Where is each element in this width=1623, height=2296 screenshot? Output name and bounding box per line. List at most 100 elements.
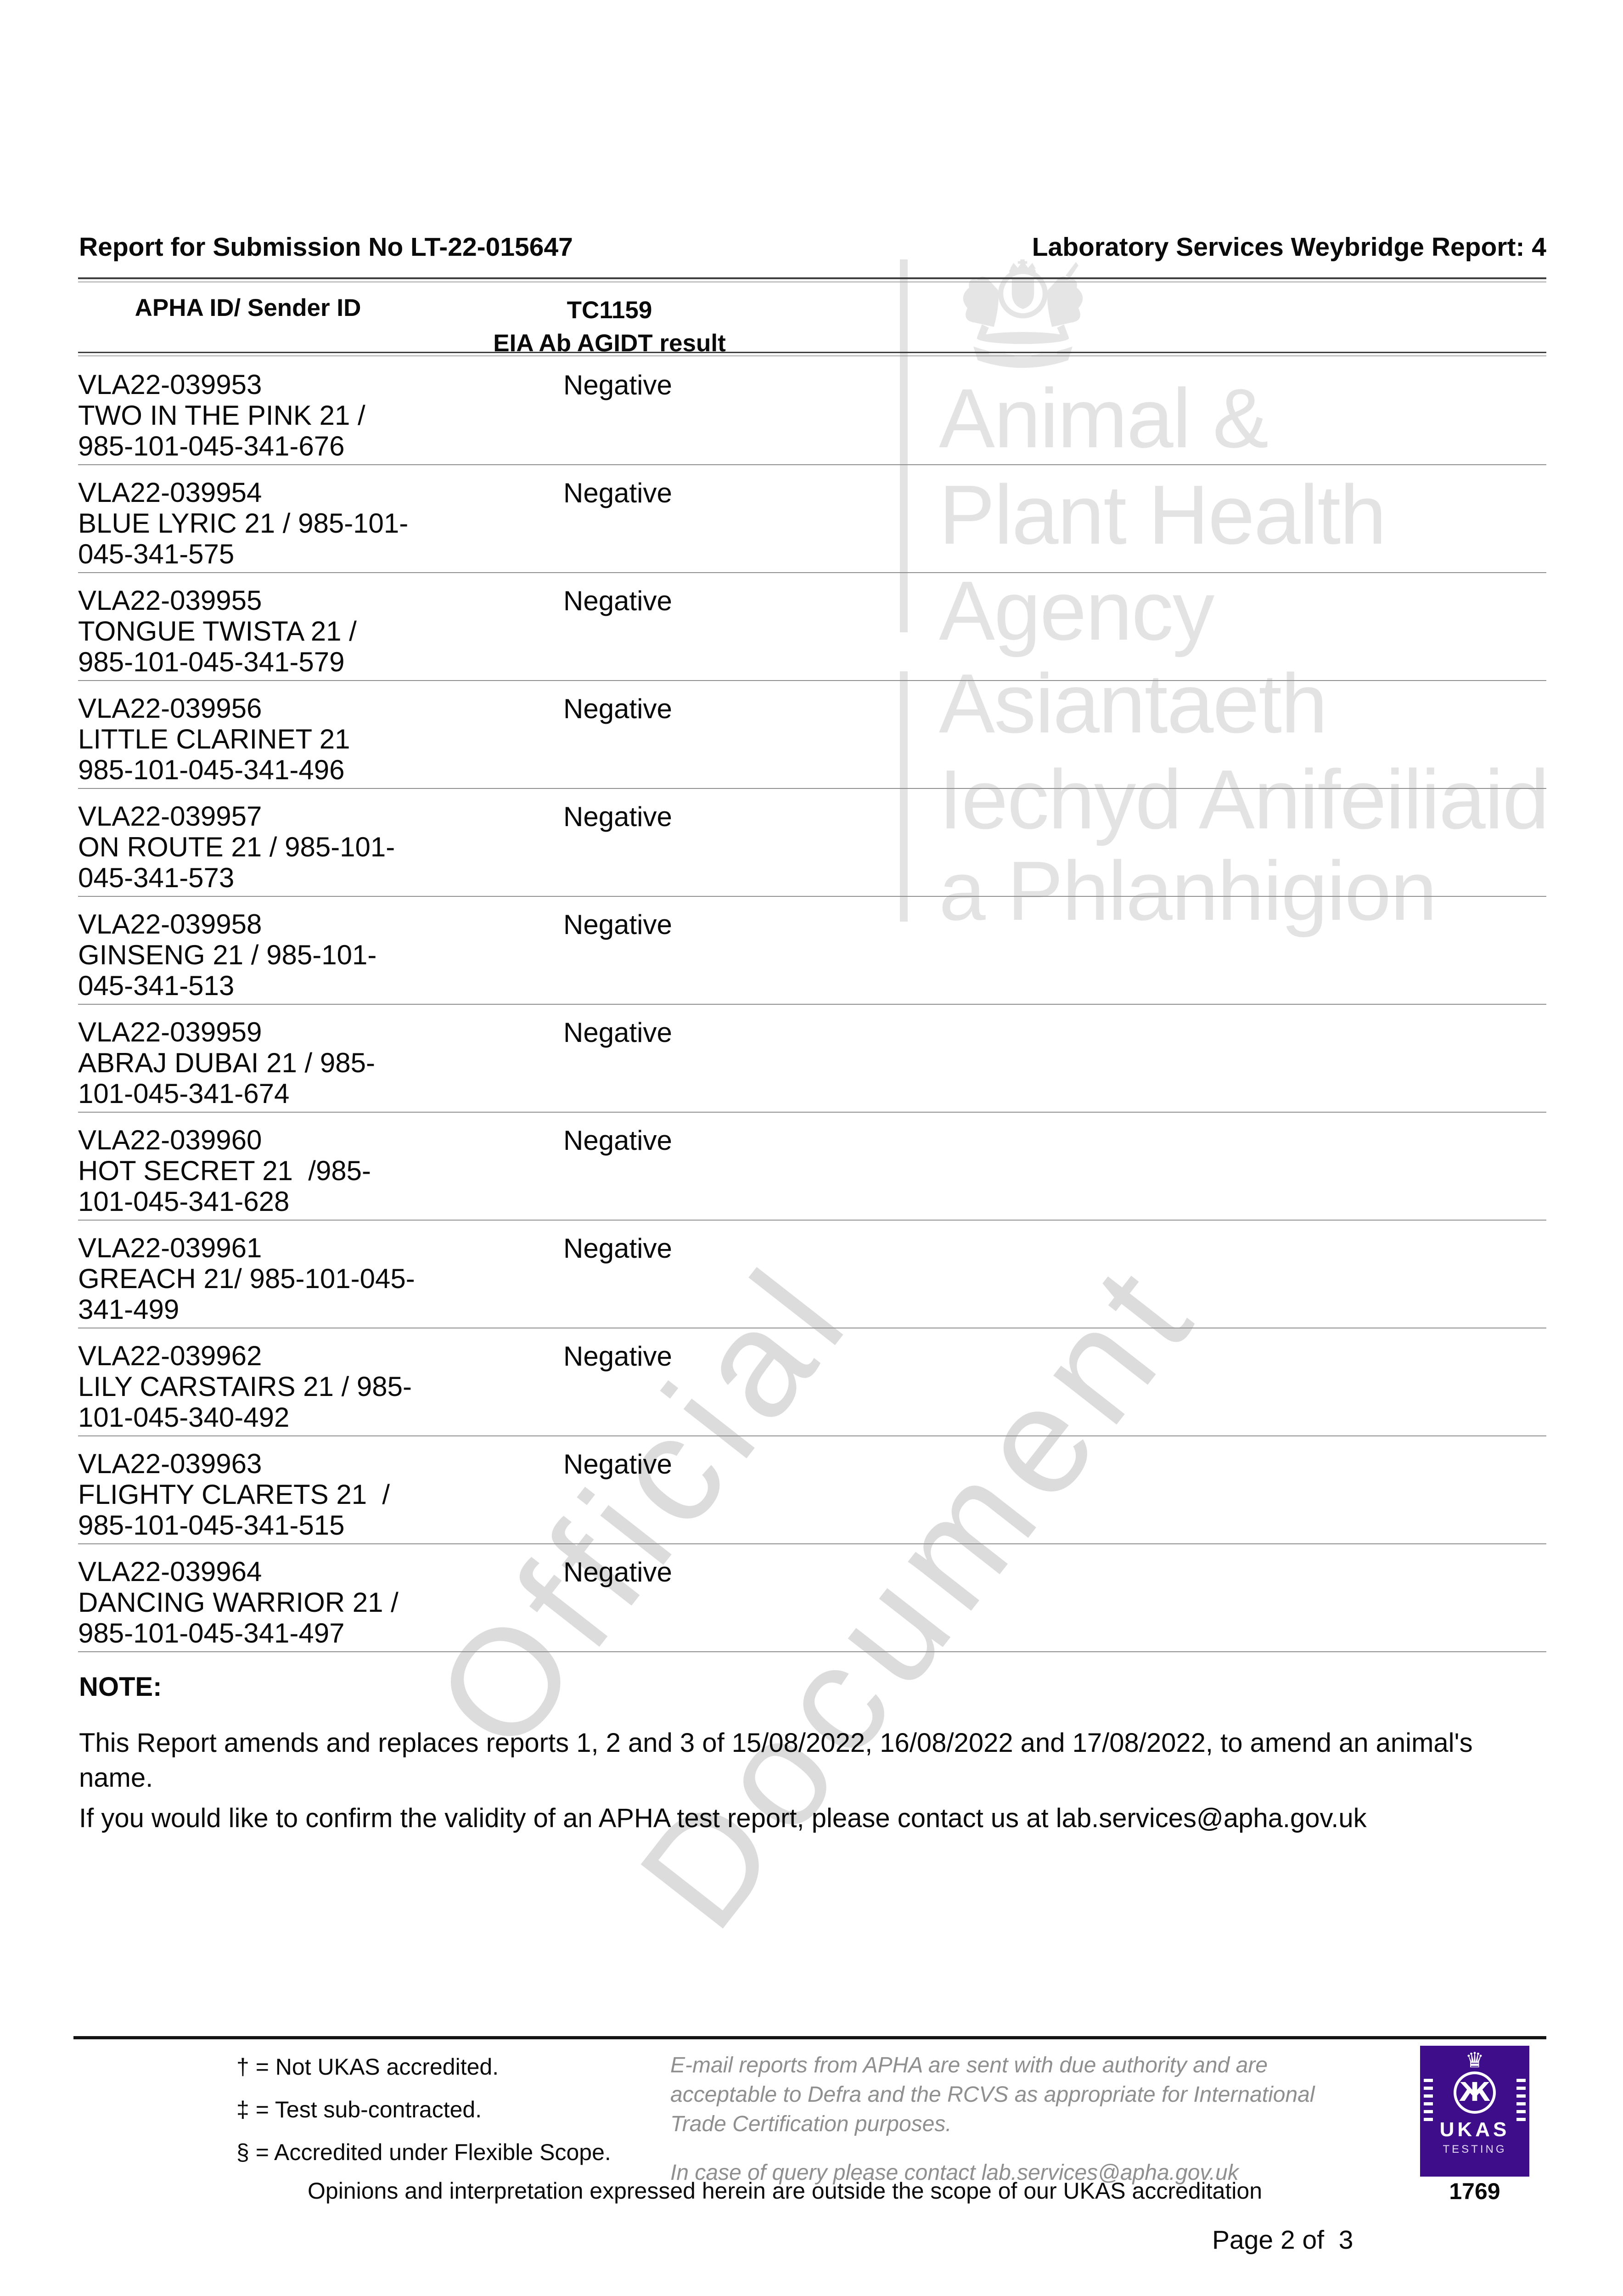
legend-subcontracted: ‡ = Test sub-contracted. [236,2097,482,2122]
watermark-english-line2: Plant Health [939,467,1387,562]
crown-icon: ♛ [1465,2048,1484,2072]
animal-name: HOT SECRET 21 /985- [78,1155,371,1186]
animal-name: ABRAJ DUBAI 21 / 985- [78,1047,375,1078]
animal-name: TONGUE TWISTA 21 / [78,616,357,647]
animal-name: GINSENG 21 / 985-101- [78,940,377,970]
table-row: VLA22-039961 GREACH 21/ 985-101-045- 341… [78,1221,1546,1328]
table-row: VLA22-039962 LILY CARSTAIRS 21 / 985- 10… [78,1328,1546,1436]
column-header-test-code: TC1159 [567,297,652,324]
watermark-english-line1: Animal & [939,371,1269,465]
table-row: VLA22-039960 HOT SECRET 21 /985- 101-045… [78,1113,1546,1221]
test-result: Negative [563,585,672,616]
ukas-testing-label: TESTING [1443,2143,1507,2155]
animal-name: LILY CARSTAIRS 21 / 985- [78,1371,412,1402]
legend-flexible-scope: § = Accredited under Flexible Scope. [236,2139,611,2165]
test-result: Negative [563,909,672,940]
table-row: VLA22-039958 GINSENG 21 / 985-101- 045-3… [78,897,1546,1005]
sample-id: VLA22-039954 [78,477,262,508]
test-result: Negative [563,370,672,400]
test-result: Negative [563,1125,672,1156]
sample-id: VLA22-039963 [78,1448,262,1479]
sample-id: VLA22-039964 [78,1556,262,1587]
ukas-mark-glyph: Ж [1459,2077,1491,2107]
sample-id: VLA22-039953 [78,369,262,400]
test-result: Negative [563,801,672,832]
sample-id: VLA22-039956 [78,693,262,724]
microchip-number: 985-101-045-341-515 [78,1510,345,1541]
watermark-english-line3: Agency [939,563,1214,658]
test-result: Negative [563,478,672,508]
animal-name: LITTLE CLARINET 21 [78,724,350,754]
ukas-left-ticks-icon [1424,2079,1433,2125]
table-row: VLA22-039954 BLUE LYRIC 21 / 985-101- 04… [78,465,1546,573]
microchip-number: 101-045-341-674 [78,1078,290,1109]
royal-coat-of-arms-icon [963,259,1083,368]
sample-id: VLA22-039961 [78,1232,262,1263]
table-row: VLA22-039959 ABRAJ DUBAI 21 / 985- 101-0… [78,1005,1546,1113]
watermark-welsh-line3: a Phlanhigion [939,844,1437,938]
opinions-disclaimer: Opinions and interpretation expressed he… [308,2178,1263,2204]
sample-id: VLA22-039959 [78,1017,262,1047]
watermark-welsh-line2: Iechyd Anifeiliaid [939,752,1549,846]
ukas-right-ticks-icon [1516,2079,1526,2125]
ukas-mark-icon: Ж [1454,2071,1496,2114]
table-row: VLA22-039955 TONGUE TWISTA 21 / 985-101-… [78,573,1546,681]
microchip-number: 045-341-575 [78,539,235,569]
column-header-test: TC1159 EIA Ab AGIDT result [461,294,758,360]
animal-name: GREACH 21/ 985-101-045- [78,1263,415,1294]
query-contact-text: In case of query please contact lab.serv… [670,2161,1239,2185]
table-row: VLA22-039957 ON ROUTE 21 / 985-101- 045-… [78,789,1546,897]
note-paragraph-amendment: This Report amends and replaces reports … [79,1728,1473,1793]
sample-id: VLA22-039962 [78,1340,262,1371]
accreditation-legend: † = Not UKAS accredited. ‡ = Test sub-co… [236,2054,611,2182]
test-result: Negative [563,693,672,724]
column-header-apha-id: APHA ID/ Sender ID [135,294,361,321]
note-paragraph-validity: If you would like to confirm the validit… [79,1803,1367,1833]
sample-id: VLA22-039957 [78,801,262,832]
apha-logo-bar-welsh [900,671,908,922]
animal-name: TWO IN THE PINK 21 / [78,400,365,431]
email-disclaimer-text: E-mail reports from APHA are sent with d… [670,2053,1315,2136]
microchip-number: 101-045-340-492 [78,1402,290,1433]
microchip-number: 985-101-045-341-676 [78,431,345,461]
table-row: VLA22-039964 DANCING WARRIOR 21 / 985-10… [78,1544,1546,1652]
animal-name: DANCING WARRIOR 21 / [78,1587,399,1618]
watermark-welsh-line1: Asiantaeth [939,656,1328,750]
email-disclaimer: E-mail reports from APHA are sent with d… [670,2051,1364,2188]
test-result: Negative [563,1341,672,1372]
header-rule [78,277,1546,279]
report-title: Report for Submission No LT-22-015647 [79,232,573,262]
footer-rule [73,2036,1546,2039]
sample-id: VLA22-039960 [78,1125,262,1155]
sample-id: VLA22-039958 [78,909,262,940]
animal-name: BLUE LYRIC 21 / 985-101- [78,508,409,539]
animal-name: FLIGHTY CLARETS 21 / [78,1479,390,1510]
microchip-number: 985-101-045-341-496 [78,754,345,785]
sample-id: VLA22-039955 [78,585,262,616]
microchip-number: 341-499 [78,1294,180,1325]
column-header-rule [78,352,1546,353]
microchip-number: 045-341-573 [78,862,235,893]
table-row: VLA22-039963 FLIGHTY CLARETS 21 / 985-10… [78,1436,1546,1544]
microchip-number: 985-101-045-341-579 [78,647,345,677]
page-number: Page 2 of 3 [1212,2225,1353,2255]
results-table: VLA22-039953 TWO IN THE PINK 21 / 985-10… [78,357,1546,1652]
test-result: Negative [563,1233,672,1264]
legend-not-ukas: † = Not UKAS accredited. [236,2054,499,2080]
table-row: VLA22-039953 TWO IN THE PINK 21 / 985-10… [78,357,1546,465]
test-result: Negative [563,1449,672,1480]
microchip-number: 045-341-513 [78,970,235,1001]
microchip-number: 101-045-341-628 [78,1186,290,1217]
test-result: Negative [563,1017,672,1048]
ukas-accreditation-logo: ♛ Ж UKAS TESTING [1420,2046,1529,2177]
ukas-name-label: UKAS [1439,2118,1510,2141]
ukas-accreditation-number: 1769 [1449,2178,1500,2204]
column-header-rule-shadow [78,355,1546,356]
animal-name: ON ROUTE 21 / 985-101- [78,832,395,862]
table-row: VLA22-039956 LITTLE CLARINET 21 985-101-… [78,681,1546,789]
header-rule-shadow [78,281,1546,282]
note-heading: NOTE: [79,1672,162,1702]
